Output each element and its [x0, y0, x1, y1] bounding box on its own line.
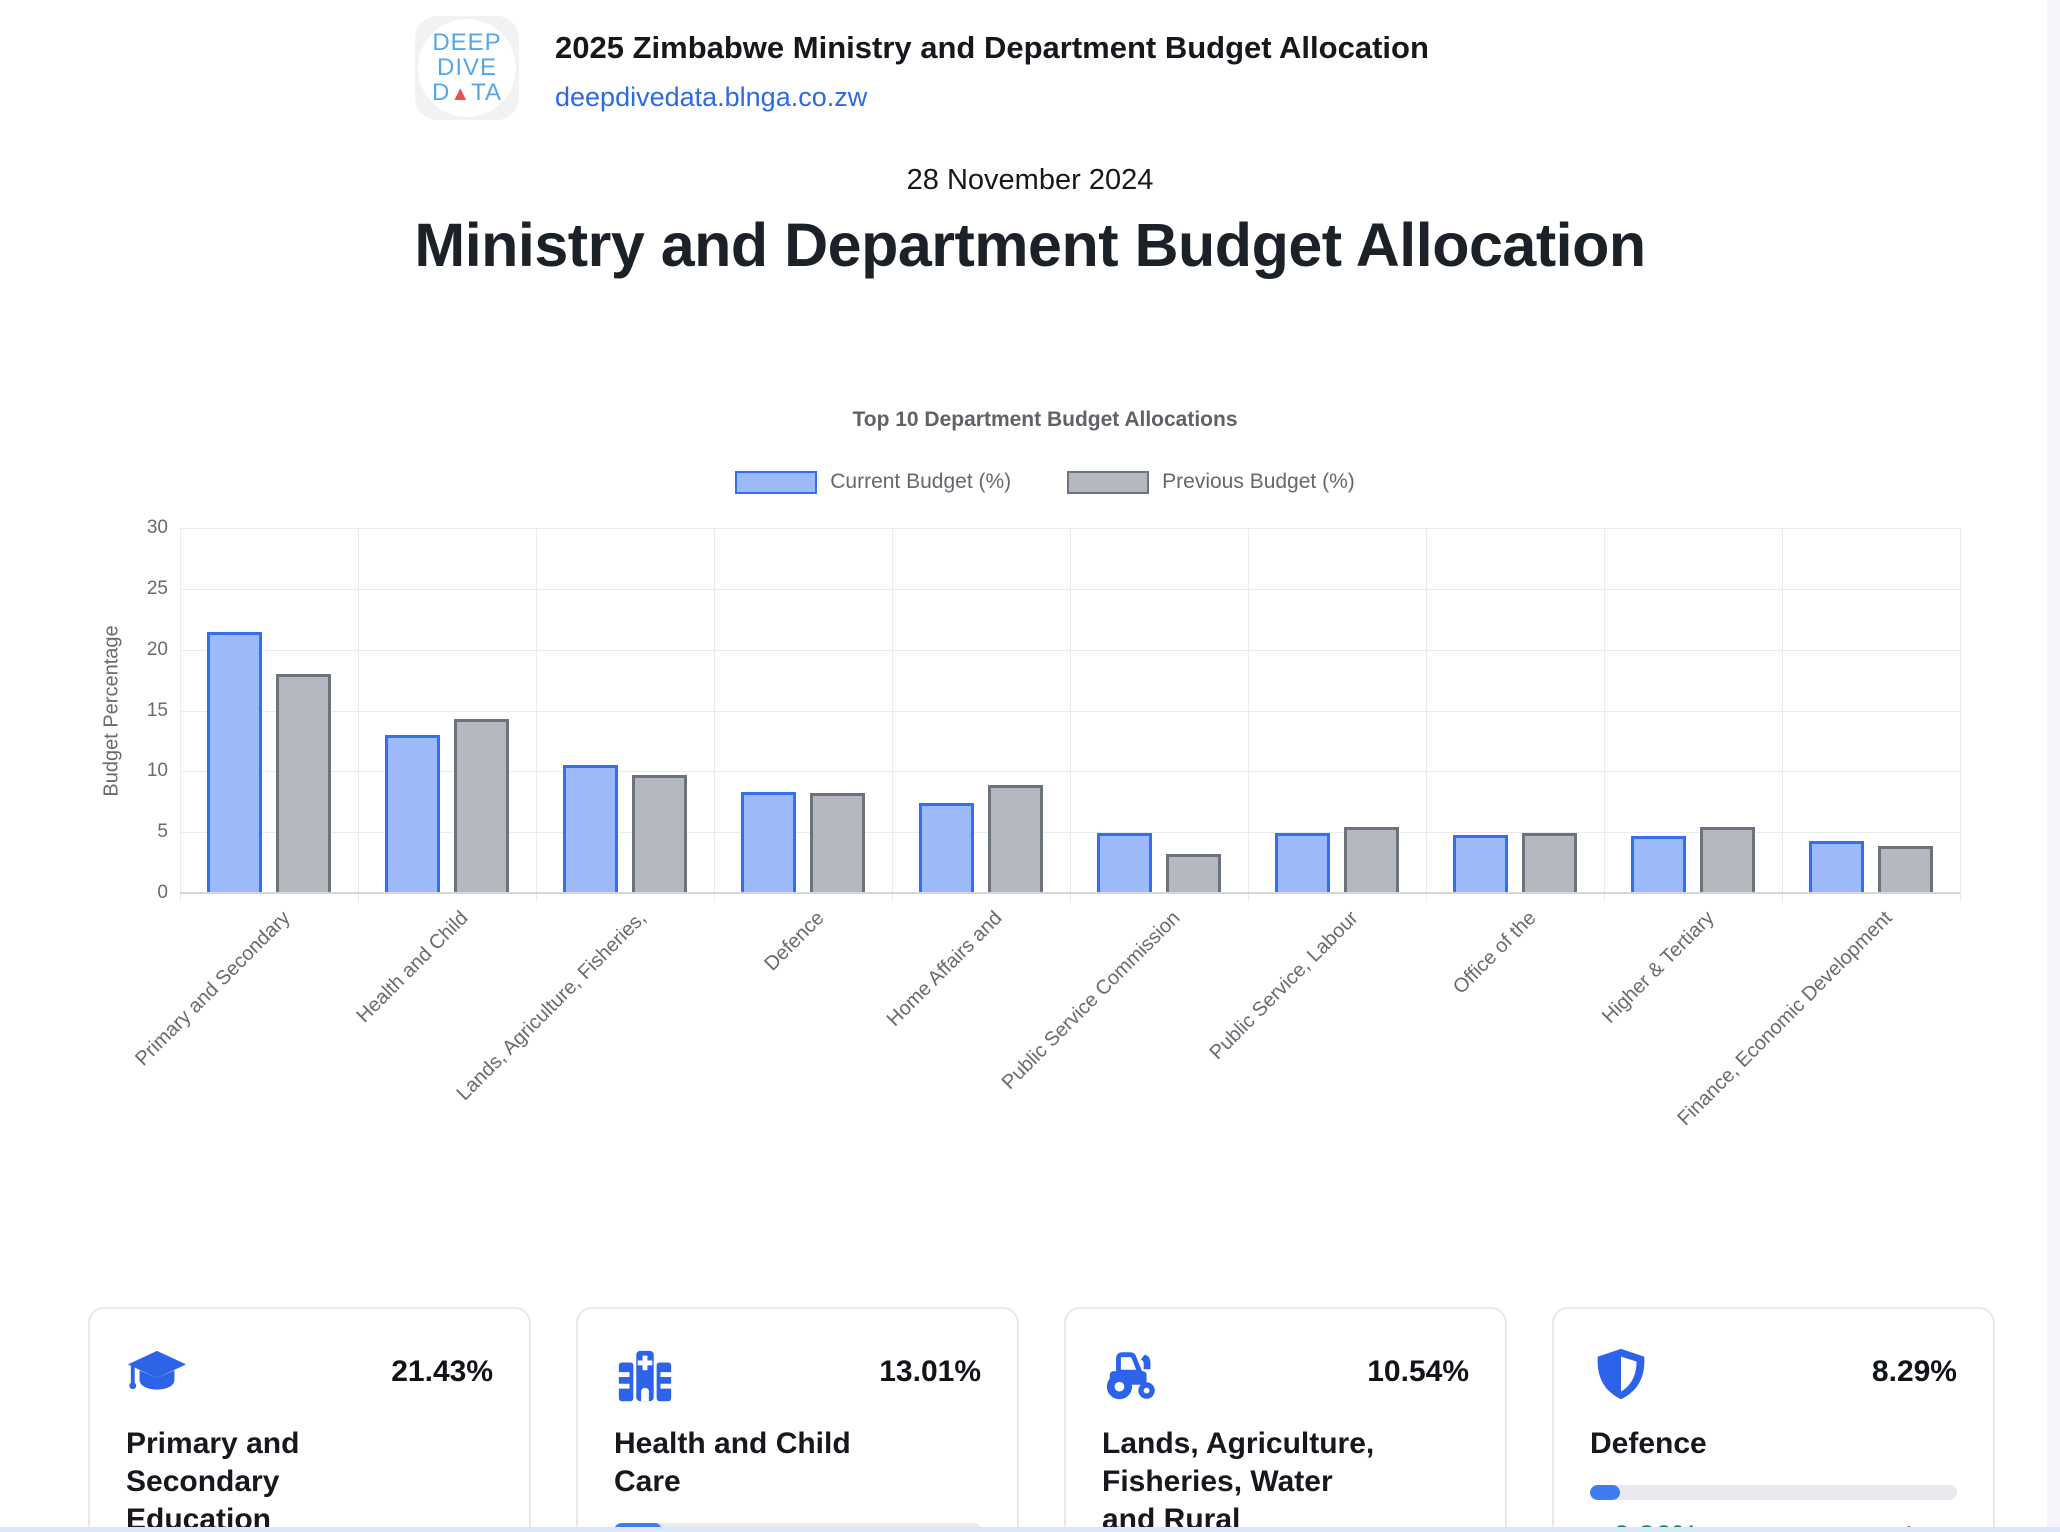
gridline-v [1604, 528, 1605, 902]
bar-current[interactable] [1097, 833, 1152, 893]
gridline-v [1070, 528, 1071, 902]
y-tick-label: 0 [157, 882, 168, 903]
page-title: Ministry and Department Budget Allocatio… [414, 211, 1646, 279]
y-tick-label: 25 [146, 577, 168, 599]
x-axis-line [180, 892, 1960, 894]
y-tick-label: 5 [157, 821, 168, 843]
legend-label-previous: Previous Budget (%) [1162, 470, 1355, 493]
logo-text-data: D▲TA [431, 78, 503, 106]
x-tick-label: Defence [760, 907, 829, 976]
bar-current[interactable] [919, 802, 974, 893]
hospital-icon [616, 1350, 674, 1402]
bar-current[interactable] [1631, 835, 1686, 893]
x-tick-label: Home Affairs and [882, 907, 1007, 1031]
bar-previous[interactable] [276, 674, 331, 893]
legend-item-current[interactable]: Current Budget (%) [735, 470, 1011, 494]
gridline-v [536, 528, 537, 902]
bar-chart: Top 10 Department Budget Allocations Cur… [100, 408, 1990, 1131]
bar-current[interactable] [1453, 834, 1508, 893]
y-tick-label: 30 [146, 517, 168, 538]
y-tick-label: 15 [146, 699, 168, 721]
window-title: 2025 Zimbabwe Ministry and Department Bu… [555, 30, 1429, 65]
logo-text-deep: DEEP [432, 28, 502, 56]
y-tick-label: 20 [146, 638, 168, 660]
x-tick-label: Finance, Economic Development [1673, 907, 1897, 1131]
legend-label-current: Current Budget (%) [830, 470, 1012, 493]
x-tick-label: Public Service, Labour [1205, 907, 1363, 1065]
deep-dive-data-logo: DEEP DIVE D▲TA [415, 16, 519, 120]
gridline-v [714, 528, 715, 902]
tractor-icon [1106, 1352, 1155, 1400]
gridline-v [1248, 528, 1249, 902]
gridline-v [1960, 528, 1961, 902]
bar-previous[interactable] [454, 719, 509, 893]
bar-previous[interactable] [988, 784, 1043, 893]
scrollbar-track[interactable] [2047, 0, 2060, 1532]
x-tick-label: Office of the [1448, 907, 1541, 999]
bar-current[interactable] [1809, 840, 1864, 893]
bar-current[interactable] [207, 632, 262, 893]
bar-current[interactable] [385, 734, 440, 893]
y-tick-label: 10 [146, 760, 168, 782]
legend-swatch-current [735, 470, 818, 494]
legend-swatch-previous [1067, 470, 1150, 494]
bar-previous[interactable] [810, 793, 865, 893]
bottom-highlight-strip [0, 1527, 2060, 1532]
legend-item-previous[interactable]: Previous Budget (%) [1067, 470, 1355, 494]
bar-current[interactable] [1275, 833, 1330, 893]
bar-previous[interactable] [632, 774, 687, 893]
card-primary-secondary-education: 21.43% Primary and Secondary Education [88, 1307, 531, 1532]
bar-current[interactable] [563, 764, 618, 893]
card-value: 21.43% [391, 1355, 493, 1388]
bar-previous[interactable] [1522, 833, 1577, 893]
progress-bar [1590, 1485, 1957, 1500]
x-tick-label: Primary and Secondary [131, 907, 295, 1071]
report-date: 28 November 2024 [906, 164, 1154, 196]
card-defence: 8.29% Defence ↑ 0.36% vs previous [1552, 1307, 1995, 1532]
x-tick-label: Health and Child [352, 907, 473, 1028]
site-link[interactable]: deepdivedata.blnga.co.zw [555, 82, 868, 112]
x-tick-label: Public Service Commission [997, 907, 1185, 1094]
chart-title: Top 10 Department Budget Allocations [852, 408, 1238, 431]
card-title: Lands, Agriculture, Fisheries, Water and… [1102, 1427, 1375, 1532]
shield-icon [1597, 1348, 1645, 1400]
card-title: Health and Child Care [614, 1427, 851, 1498]
card-health-child-care: 13.01% Health and Child Care [576, 1307, 1019, 1532]
gridline-v [1426, 528, 1427, 902]
card-title: Primary and Secondary Education [126, 1427, 300, 1532]
y-axis-title: Budget Percentage [100, 624, 123, 797]
gridline-v [1782, 528, 1783, 902]
logo-triangle-icon: ▲ [450, 82, 472, 105]
logo-circle: DEEP DIVE D▲TA [418, 19, 516, 117]
bar-previous[interactable] [1344, 827, 1399, 893]
change-label: vs previous [1815, 1521, 1957, 1532]
bar-previous[interactable] [1166, 854, 1221, 893]
bar-current[interactable] [741, 792, 796, 893]
logo-text-dive: DIVE [436, 53, 497, 81]
gridline-v [180, 528, 181, 902]
graduation-cap-icon [127, 1350, 187, 1390]
gridline-v [892, 528, 893, 902]
x-tick-label: Lands, Agriculture, Fisheries, [452, 907, 651, 1105]
gridline-v [358, 528, 359, 902]
card-value: 10.54% [1367, 1355, 1469, 1388]
bar-previous[interactable] [1700, 827, 1755, 893]
card-title: Defence [1590, 1427, 1707, 1460]
card-lands-agriculture: 10.54% Lands, Agriculture, Fisheries, Wa… [1064, 1307, 1507, 1532]
card-value: 8.29% [1871, 1355, 1957, 1388]
chart-legend: Current Budget (%) Previous Budget (%) [100, 470, 1990, 494]
card-value: 13.01% [879, 1355, 981, 1388]
x-tick-label: Higher & Tertiary [1597, 907, 1719, 1028]
bar-previous[interactable] [1878, 845, 1933, 893]
